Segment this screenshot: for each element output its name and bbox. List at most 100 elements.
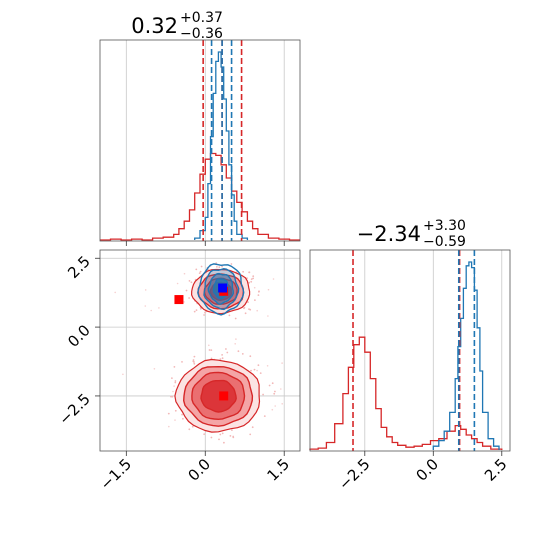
joint-scatter-point bbox=[172, 390, 174, 393]
joint-scatter-point bbox=[271, 382, 274, 385]
joint-scatter-point bbox=[231, 429, 233, 431]
joint-blue-marker bbox=[218, 283, 228, 293]
joint-scatter-point bbox=[188, 297, 191, 299]
joint-scatter-point bbox=[234, 317, 237, 320]
hist-p1-red-series bbox=[100, 152, 300, 241]
joint-scatter-point bbox=[181, 413, 184, 416]
joint-scatter-point bbox=[226, 351, 229, 354]
hist-p1-title-value: 0.32 bbox=[131, 14, 178, 38]
joint-scatter-point bbox=[171, 377, 173, 379]
hist-p1-frame bbox=[99, 39, 301, 242]
joint-red-contour bbox=[200, 379, 237, 413]
hist-p2-blue-series bbox=[432, 261, 500, 450]
joint-scatter-point bbox=[230, 263, 233, 265]
joint-scatter-point bbox=[199, 270, 202, 273]
joint-scatter-point bbox=[257, 364, 260, 367]
hist-p1-panel: 0.32 +0.37 −0.36 bbox=[99, 10, 301, 246]
joint-scatter-point bbox=[208, 344, 210, 347]
joint-scatter-point bbox=[185, 289, 188, 292]
joint-scatter-point bbox=[250, 278, 253, 280]
joint-blue-contour bbox=[197, 263, 245, 316]
joint-scatter-point bbox=[174, 409, 177, 412]
joint-scatter-point bbox=[241, 353, 244, 355]
joint-scatter-point bbox=[204, 311, 206, 314]
joint-scatter-point bbox=[248, 281, 251, 284]
joint-scatter-point bbox=[256, 369, 258, 372]
joint-scatter-point bbox=[219, 433, 222, 436]
joint-scatter-point bbox=[144, 289, 147, 291]
joint-scatter-point bbox=[203, 314, 206, 316]
joint-scatter-point bbox=[153, 368, 156, 370]
joint-scatter-point bbox=[274, 405, 277, 407]
joint-y-tick-label: 0.0 bbox=[64, 321, 94, 351]
hist-p1-title-plus: +0.37 bbox=[180, 10, 223, 26]
joint-scatter-point bbox=[281, 403, 284, 405]
joint-scatter-point bbox=[280, 388, 282, 390]
joint-scatter-point bbox=[171, 395, 174, 398]
joint-scatter-point bbox=[158, 307, 160, 309]
joint-scatter-point bbox=[257, 294, 260, 296]
joint-scatter-point bbox=[243, 306, 246, 309]
joint-scatter-point bbox=[252, 275, 255, 278]
joint-scatter-point bbox=[193, 362, 196, 365]
joint-scatter-point bbox=[268, 384, 271, 387]
joint-y-tick-label: 2.5 bbox=[64, 252, 94, 282]
hist-p2-x-tick-label: 2.5 bbox=[481, 455, 511, 485]
joint-x-tick-label: 1.5 bbox=[263, 455, 293, 485]
joint-red-marker bbox=[174, 295, 184, 305]
joint-scatter-point bbox=[173, 385, 175, 387]
joint-scatter-point bbox=[144, 305, 147, 307]
joint-scatter-point bbox=[192, 359, 195, 361]
hist-p1-blue-series bbox=[194, 51, 249, 240]
joint-scatter-point bbox=[267, 288, 270, 291]
joint-scatter-point bbox=[225, 348, 227, 350]
joint-scatter-point bbox=[195, 309, 198, 311]
joint-scatter-point bbox=[200, 265, 203, 268]
joint-scatter-point bbox=[203, 433, 206, 436]
joint-scatter-point bbox=[188, 280, 191, 282]
joint-scatter-point bbox=[273, 392, 276, 395]
joint-scatter-point bbox=[254, 299, 256, 301]
joint-red-marker bbox=[219, 391, 229, 401]
hist-p2-title-minus: −0.59 bbox=[423, 234, 466, 250]
joint-scatter-point bbox=[247, 301, 249, 304]
hist-p2-title-plus: +3.30 bbox=[423, 218, 466, 234]
joint-scatter-point bbox=[251, 426, 254, 429]
joint-scatter-point bbox=[250, 369, 252, 372]
joint-scatter-point bbox=[272, 278, 275, 280]
joint-scatter-point bbox=[182, 417, 184, 420]
joint-scatter-point bbox=[114, 291, 116, 294]
joint-scatter-point bbox=[250, 280, 253, 283]
joint-scatter-point bbox=[198, 272, 201, 274]
joint-scatter-point bbox=[170, 395, 172, 398]
joint-scatter-point bbox=[253, 286, 256, 289]
joint-x-tick-label: 0.0 bbox=[184, 455, 214, 485]
joint-scatter-point bbox=[249, 308, 252, 311]
joint-scatter-point bbox=[221, 357, 224, 360]
joint-scatter-point bbox=[242, 270, 245, 273]
joint-scatter-point bbox=[191, 425, 194, 428]
joint-scatter-point bbox=[218, 266, 221, 269]
joint-scatter-point bbox=[193, 310, 196, 313]
joint-scatter-point bbox=[190, 281, 193, 284]
joint-scatter-point bbox=[248, 271, 251, 274]
joint-y-tick-label: −2.5 bbox=[55, 390, 93, 428]
hist-p2-x-tick-label: 0.0 bbox=[413, 455, 443, 485]
joint-scatter-point bbox=[150, 309, 152, 312]
joint-scatter-point bbox=[263, 415, 266, 417]
joint-scatter-point bbox=[266, 365, 269, 367]
joint-scatter-point bbox=[221, 354, 224, 356]
joint-scatter-point bbox=[210, 349, 213, 351]
joint-scatter-point bbox=[259, 372, 262, 374]
joint-scatter-point bbox=[258, 290, 260, 293]
hist-p1-title-minus: −0.36 bbox=[180, 26, 223, 42]
joint-scatter-point bbox=[181, 361, 183, 363]
joint-scatter-point bbox=[267, 315, 269, 317]
joint-scatter-point bbox=[122, 373, 124, 376]
joint-scatter-point bbox=[219, 358, 222, 360]
joint-scatter-point bbox=[256, 309, 259, 312]
hist-p2-frame bbox=[309, 249, 511, 452]
joint-scatter-point bbox=[216, 266, 218, 268]
joint-scatter-point bbox=[174, 381, 177, 384]
hist-p2-x-tick-label: −2.5 bbox=[335, 455, 373, 493]
